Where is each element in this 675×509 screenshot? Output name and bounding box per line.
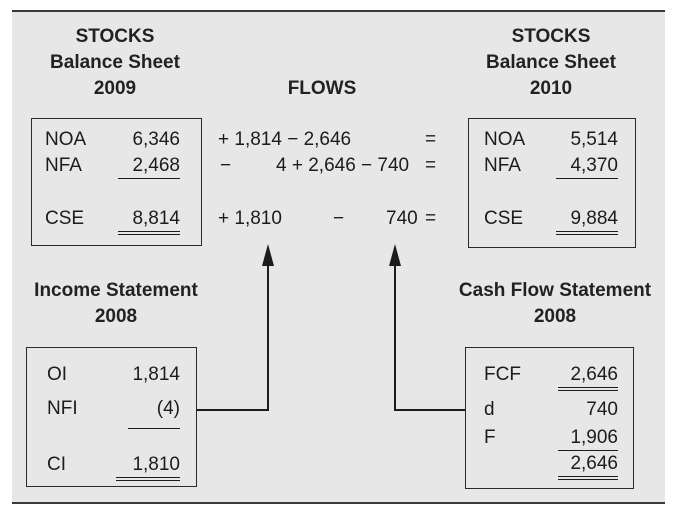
header-line: 2010 — [529, 78, 573, 99]
income-ci-value: 1,810 — [116, 454, 180, 481]
header-line: Balance Sheet — [50, 52, 180, 73]
cash-flow-statement-header: Cash Flow Statement 2008 — [448, 278, 662, 330]
cashflow-d-value: 740 — [586, 399, 618, 420]
cashflow-fcf-value: 2,646 — [558, 364, 618, 391]
income-oi-label: OI — [47, 364, 68, 385]
header-line: FLOWS — [287, 78, 357, 99]
header-line: 2008 — [94, 306, 138, 327]
bs2010-noa-label: NOA — [484, 129, 526, 150]
bs2009-nfa-label: NFA — [45, 155, 82, 176]
header-line: 2009 — [93, 78, 137, 99]
cashflow-fcf-label: FCF — [484, 364, 521, 385]
flow-row-3-text: + 1,810 — [218, 208, 282, 229]
balance-sheet-2010-box — [468, 118, 636, 248]
income-statement-header: Income Statement 2008 — [16, 278, 216, 330]
flow-row-2-text: 4 + 2,646 − 740 — [276, 155, 410, 176]
cashflow-d-label: d — [484, 399, 495, 420]
income-statement-box — [26, 347, 197, 487]
header-line: STOCKS — [75, 26, 155, 47]
flow-row-1-equals: = — [425, 129, 437, 150]
flow-row-2-minus: − — [220, 155, 232, 176]
flow-row-3-value: 740 — [386, 208, 418, 229]
income-subtotal-rule — [128, 428, 180, 429]
income-ci-label: CI — [47, 454, 66, 475]
bs2010-nfa-value: 4,370 — [556, 155, 618, 179]
cashflow-f-label: F — [484, 427, 496, 448]
income-nfi-value: (4) — [156, 398, 180, 419]
bs2009-noa-label: NOA — [45, 129, 87, 150]
bs2009-cse-label: CSE — [45, 208, 85, 229]
bs2010-cse-value: 9,884 — [556, 208, 618, 235]
flows-header: FLOWS — [262, 76, 382, 102]
bs2010-cse-label: CSE — [484, 208, 524, 229]
header-line: Cash Flow Statement — [458, 280, 652, 301]
header-line: Balance Sheet — [486, 52, 616, 73]
stocks-2010-header: STOCKS Balance Sheet 2010 — [466, 24, 636, 102]
flow-row-1-text: + 1,814 − 2,646 — [218, 129, 352, 150]
flow-row-2-equals: = — [425, 155, 437, 176]
income-nfi-label: NFI — [47, 398, 78, 419]
cash-flow-statement-box — [465, 347, 634, 489]
header-line: 2008 — [533, 306, 577, 327]
header-line: Income Statement — [34, 280, 198, 301]
cashflow-f-value: 1,906 — [558, 427, 618, 451]
bs2009-nfa-value: 2,468 — [118, 155, 180, 179]
flow-row-3-minus: − — [333, 208, 345, 229]
stocks-2009-header: STOCKS Balance Sheet 2009 — [30, 24, 200, 102]
header-line: STOCKS — [511, 26, 591, 47]
balance-sheet-2009-box — [31, 118, 202, 246]
income-oi-value: 1,814 — [132, 364, 180, 385]
bs2010-noa-value: 5,514 — [570, 129, 618, 150]
bs2010-nfa-label: NFA — [484, 155, 521, 176]
bs2009-noa-value: 6,346 — [132, 129, 180, 150]
bs2009-cse-value: 8,814 — [118, 208, 180, 235]
flow-row-3-equals: = — [425, 208, 437, 229]
cashflow-total-value: 2,646 — [558, 453, 618, 480]
